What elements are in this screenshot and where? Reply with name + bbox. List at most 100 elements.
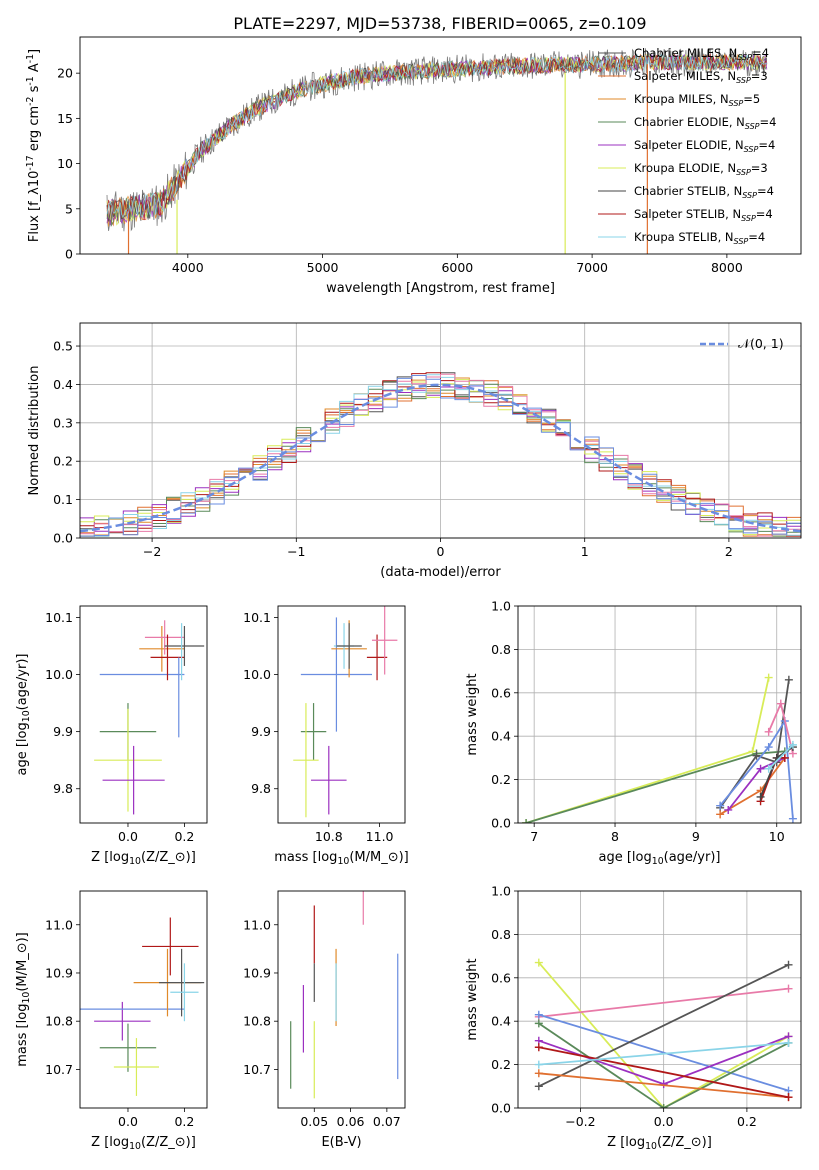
label-span: (age/yr)] (664, 850, 721, 865)
legend-label: Salpeter MILES, NSSP=3 (634, 69, 768, 85)
panel-age_vs_Z: 0.0 0.29.89.910.010.1Z [log10(Z/Z_⊙)]age … (15, 605, 208, 867)
legend-tail: =3 (751, 161, 768, 175)
x-tick-label: 8000 (711, 260, 743, 275)
x-tick-label: 0.07 (373, 1114, 401, 1129)
y-tick-label: 10.8 (45, 1014, 73, 1029)
weight-marker (784, 675, 793, 684)
y-tick-label: 0.5 (53, 339, 73, 354)
x-tick-label: 9 (692, 829, 700, 844)
weight-marker (780, 753, 789, 762)
y-tick-label: 1.0 (491, 884, 511, 899)
weight-line (768, 744, 794, 770)
weight-marker (534, 1019, 543, 1028)
weight-line (538, 962, 789, 1108)
legend-label: Chabrier STELIB, NSSP=4 (634, 184, 774, 200)
weight-line (538, 1042, 789, 1066)
legend-tail: =4 (752, 46, 769, 60)
legend-subscript: SSP (745, 122, 760, 131)
x-axis-label: (data-model)/error (380, 565, 501, 580)
label-span: -17 (25, 155, 36, 170)
x-tick-label: 8 (611, 829, 619, 844)
label-span: (M/M_⊙)] (349, 850, 408, 865)
label-span: age [log (15, 722, 30, 775)
weight-marker (756, 764, 765, 773)
axes-frame (79, 322, 802, 539)
y-tick-label: 0.1 (53, 492, 73, 507)
legend-subscript: SSP (736, 76, 751, 85)
legend-tail: =4 (758, 138, 775, 152)
legend-subscript: SSP (744, 145, 759, 154)
weight-marker (784, 1038, 793, 1047)
legend-subscript: SSP (734, 237, 749, 246)
weight-marker (534, 1010, 543, 1019)
weight-line (525, 677, 770, 823)
x-tick-label: 0.2 (737, 1114, 757, 1129)
x-tick-label: 7000 (576, 260, 608, 275)
legend: Chabrier MILES, NSSP=4 Salpeter MILES, NS… (598, 46, 776, 246)
label-span: wavelength [Angstrom, rest frame] (326, 281, 555, 296)
y-axis-label: mass weight (465, 673, 480, 755)
x-axis-label: mass [log10(M/M_⊙)] (274, 850, 409, 867)
weight-line (538, 1013, 789, 1092)
legend-label: Salpeter ELODIE, NSSP=4 (634, 138, 775, 154)
y-axis-label: Flux [f_λ10-17 erg cm-2 s-1 A-1] (25, 49, 42, 242)
label-span: A (27, 63, 42, 76)
label-span: (Z/Z_⊙)] (141, 1135, 196, 1150)
x-tick-label: 0.06 (337, 1114, 365, 1129)
y-tick-label: 0.2 (491, 772, 511, 787)
legend-label: Chabrier ELODIE, NSSP=4 (634, 115, 776, 131)
label-span: s (27, 85, 42, 96)
axes-frame (79, 890, 208, 1109)
x-tick-label: 10 (769, 829, 785, 844)
y-tick-label: 10.0 (243, 667, 271, 682)
weight-marker (534, 1060, 543, 1069)
y-tick-label: 9.8 (53, 781, 73, 796)
y-tick-label: 10.1 (243, 610, 271, 625)
legend-tail: =3 (751, 69, 768, 83)
legend-label: Chabrier MILES, NSSP=4 (634, 46, 769, 62)
x-tick-label: 5000 (307, 260, 339, 275)
y-tick-label: 10.8 (243, 1014, 271, 1029)
axes-frame (277, 605, 406, 824)
x-axis-label: Z [log10(Z/Z_⊙)] (91, 1135, 196, 1152)
axes-frame (517, 605, 802, 824)
plot-area (106, 48, 768, 254)
hist-step (80, 373, 801, 537)
label-span: mass weight (465, 673, 480, 755)
weight-line (538, 963, 789, 1088)
x-tick-label: −0.2 (565, 1114, 595, 1129)
weight-marker (764, 727, 773, 736)
x-axis-label: wavelength [Angstrom, rest frame] (326, 281, 555, 296)
weight-marker (534, 1082, 543, 1091)
x-tick-label: 0.2 (174, 1114, 194, 1129)
weight-line (538, 1022, 789, 1108)
weight-marker (784, 1093, 793, 1102)
y-tick-label: 0.3 (53, 415, 73, 430)
label-span: -1 (25, 54, 36, 63)
legend-label: Kroupa MILES, NSSP=5 (634, 92, 760, 108)
y-axis-label: age [log10(age/yr)] (15, 654, 32, 776)
x-tick-label: 0 (437, 544, 445, 559)
label-span: 10 (129, 1141, 141, 1152)
axes-frame (79, 36, 802, 255)
label-span: age [log (599, 850, 652, 865)
y-tick-label: 9.9 (251, 724, 271, 739)
label-span: Normed distribution (27, 366, 42, 496)
plot-area (80, 372, 801, 537)
y-axis-label: mass [log10(M/M_⊙)] (15, 932, 32, 1067)
y-tick-label: 1.0 (491, 599, 511, 614)
label-span: 10 (21, 992, 32, 1004)
label-span: ] (27, 49, 42, 54)
y-tick-label: 0.4 (491, 1014, 511, 1029)
weight-line (538, 1046, 789, 1099)
model-line (106, 53, 767, 219)
axes-frame (517, 890, 802, 1109)
label-span: 10 (129, 856, 141, 867)
x-tick-label: 6000 (441, 260, 473, 275)
legend-subscript: SSP (741, 214, 756, 223)
gaussian-curve (80, 383, 801, 533)
label-span: Z [log (91, 850, 129, 865)
y-tick-label: 0.4 (53, 377, 73, 392)
legend: 𝒩(0, 1) (700, 336, 784, 351)
